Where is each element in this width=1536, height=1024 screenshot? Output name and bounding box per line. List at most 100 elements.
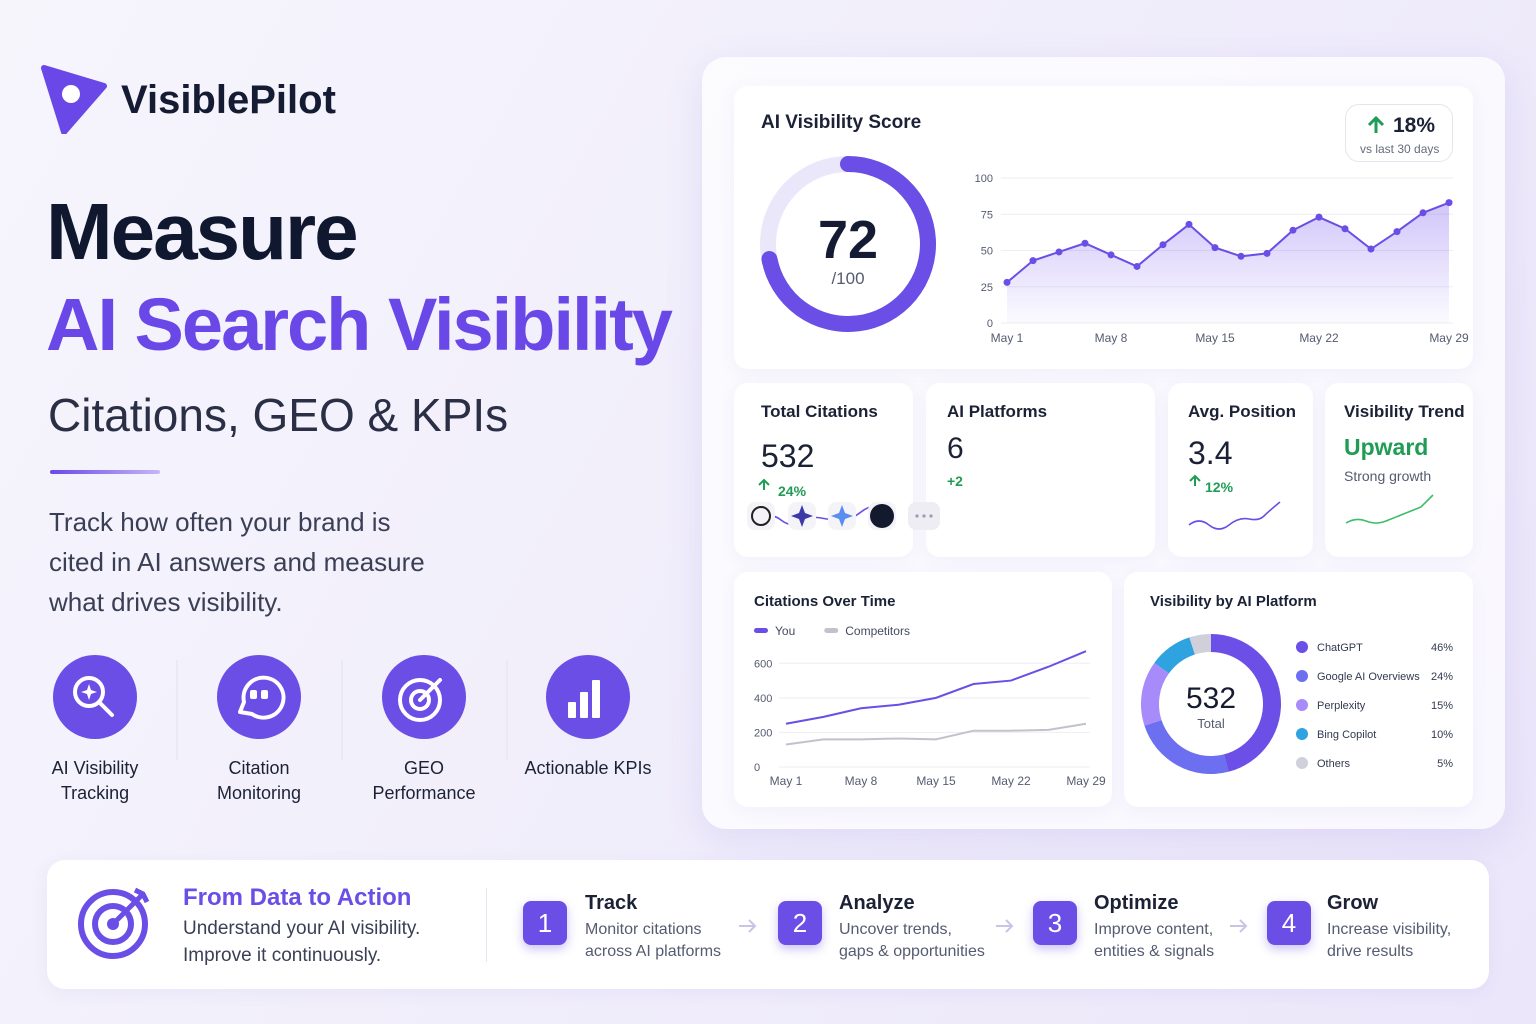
x-tick-label: May 1 [991,331,1024,345]
step-line: Increase visibility, [1327,921,1452,938]
card-title: AI Visibility Score [761,112,922,133]
legend-dot [1296,699,1308,711]
kpi-decor [747,474,1434,530]
donut-slice [1211,634,1282,772]
x-tick-label: May 22 [1299,331,1339,345]
kpi-card [1325,383,1473,557]
platform-letter: b [1075,504,1087,525]
y-tick-label: 400 [754,693,772,705]
point [1445,199,1453,207]
step-number: 4 [1267,901,1311,945]
y-tick-label: 0 [754,762,760,774]
point [1185,220,1193,228]
donut-slice [1154,637,1195,674]
point [1289,226,1297,234]
banner-line: Improve it continuously. [183,945,382,966]
step-title: Track [585,892,638,914]
kpi-change: 24% [778,483,807,499]
point [1211,244,1219,252]
point [1159,241,1167,249]
target-icon [78,887,150,959]
kpi-value: 6 [947,432,964,465]
gauge-arc [761,156,936,332]
hero-title: Measure [46,187,359,276]
card-title: Citations Over Time [754,593,896,610]
point [1419,209,1427,217]
step-line: Improve content, [1094,921,1214,938]
step-title: Optimize [1094,892,1179,914]
line [1006,201,1450,284]
kpi-change: +2 [947,473,963,489]
y-tick-label: 100 [975,173,993,185]
point [1393,228,1401,236]
legend-label: ChatGPT [1317,642,1363,654]
value-label: 10% [1431,729,1453,741]
legend-dot [1296,757,1308,769]
brand: VisiblePilot [121,78,336,122]
legend-label: You [775,624,795,638]
hero-highlight: AI Search Visibility [46,283,673,366]
x-tick-label: May 22 [991,774,1031,788]
banner [47,860,1489,989]
legend-label: Competitors [845,624,910,638]
banner-line: Understand your AI visibility. [183,918,421,939]
gauge-value: 72 [818,210,878,270]
gauge-max: /100 [831,269,864,288]
point [1263,249,1271,257]
point [1055,248,1063,256]
value-label: 24% [1431,671,1453,683]
kpi-title: Total Citations [761,402,878,421]
donut-slice [1144,720,1229,774]
value-label: 5% [1437,758,1453,770]
legend-dot [1296,728,1308,740]
kpi-card [926,383,1155,557]
kpi-title: Avg. Position [1188,402,1296,421]
step-number: 1 [523,901,567,945]
point [1341,225,1349,233]
point [1081,239,1089,247]
y-tick-label: 25 [981,282,993,294]
x-tick-label: May 15 [1195,331,1235,345]
logo-icon [41,65,107,134]
y-tick-label: 50 [981,246,993,258]
x-tick-label: May 29 [1066,774,1106,788]
point [1133,262,1141,270]
legend-label: Others [1317,758,1351,770]
step-line: Uncover trends, [839,921,952,938]
x-tick-label: May 1 [770,774,803,788]
y-tick-label: 200 [754,727,772,739]
citations-card [734,572,1112,807]
kpi-card [1168,383,1313,557]
change-badge [1345,104,1453,162]
center-value: 532 [1186,682,1236,715]
kpi-change: 12% [1205,479,1234,495]
legend-label: Google AI Overviews [1317,671,1420,683]
line [785,722,1087,746]
point [1315,213,1323,221]
step-arrows [739,919,1248,933]
legend-label: Perplexity [1317,700,1366,712]
legend-swatch [824,628,839,633]
x-tick-label: May 15 [916,774,956,788]
x-tick-label: May 8 [845,774,878,788]
change-value: 18% [1393,114,1436,137]
step-number: 2 [778,901,822,945]
point [1029,257,1037,265]
legend-label: Bing Copilot [1317,729,1376,741]
feature-label: AI Visibility Tracking [51,758,139,803]
feature-label: Citation Monitoring [216,758,302,803]
point [1107,251,1115,259]
value-label: 15% [1431,700,1453,712]
step-number: 3 [1033,901,1077,945]
hero-subtitle: Citations, GEO & KPIs [48,389,509,441]
step-title: Analyze [839,892,915,914]
y-tick-label: 75 [981,209,993,221]
x-tick-label: May 8 [1095,331,1128,345]
kpi-note: Strong growth [1344,468,1432,484]
center-label: Total [1197,716,1225,731]
step-line: across AI platforms [585,943,722,960]
up-arrow [1367,115,1385,133]
kpi-value: 3.4 [1188,435,1233,471]
legend-dot [1296,641,1308,653]
